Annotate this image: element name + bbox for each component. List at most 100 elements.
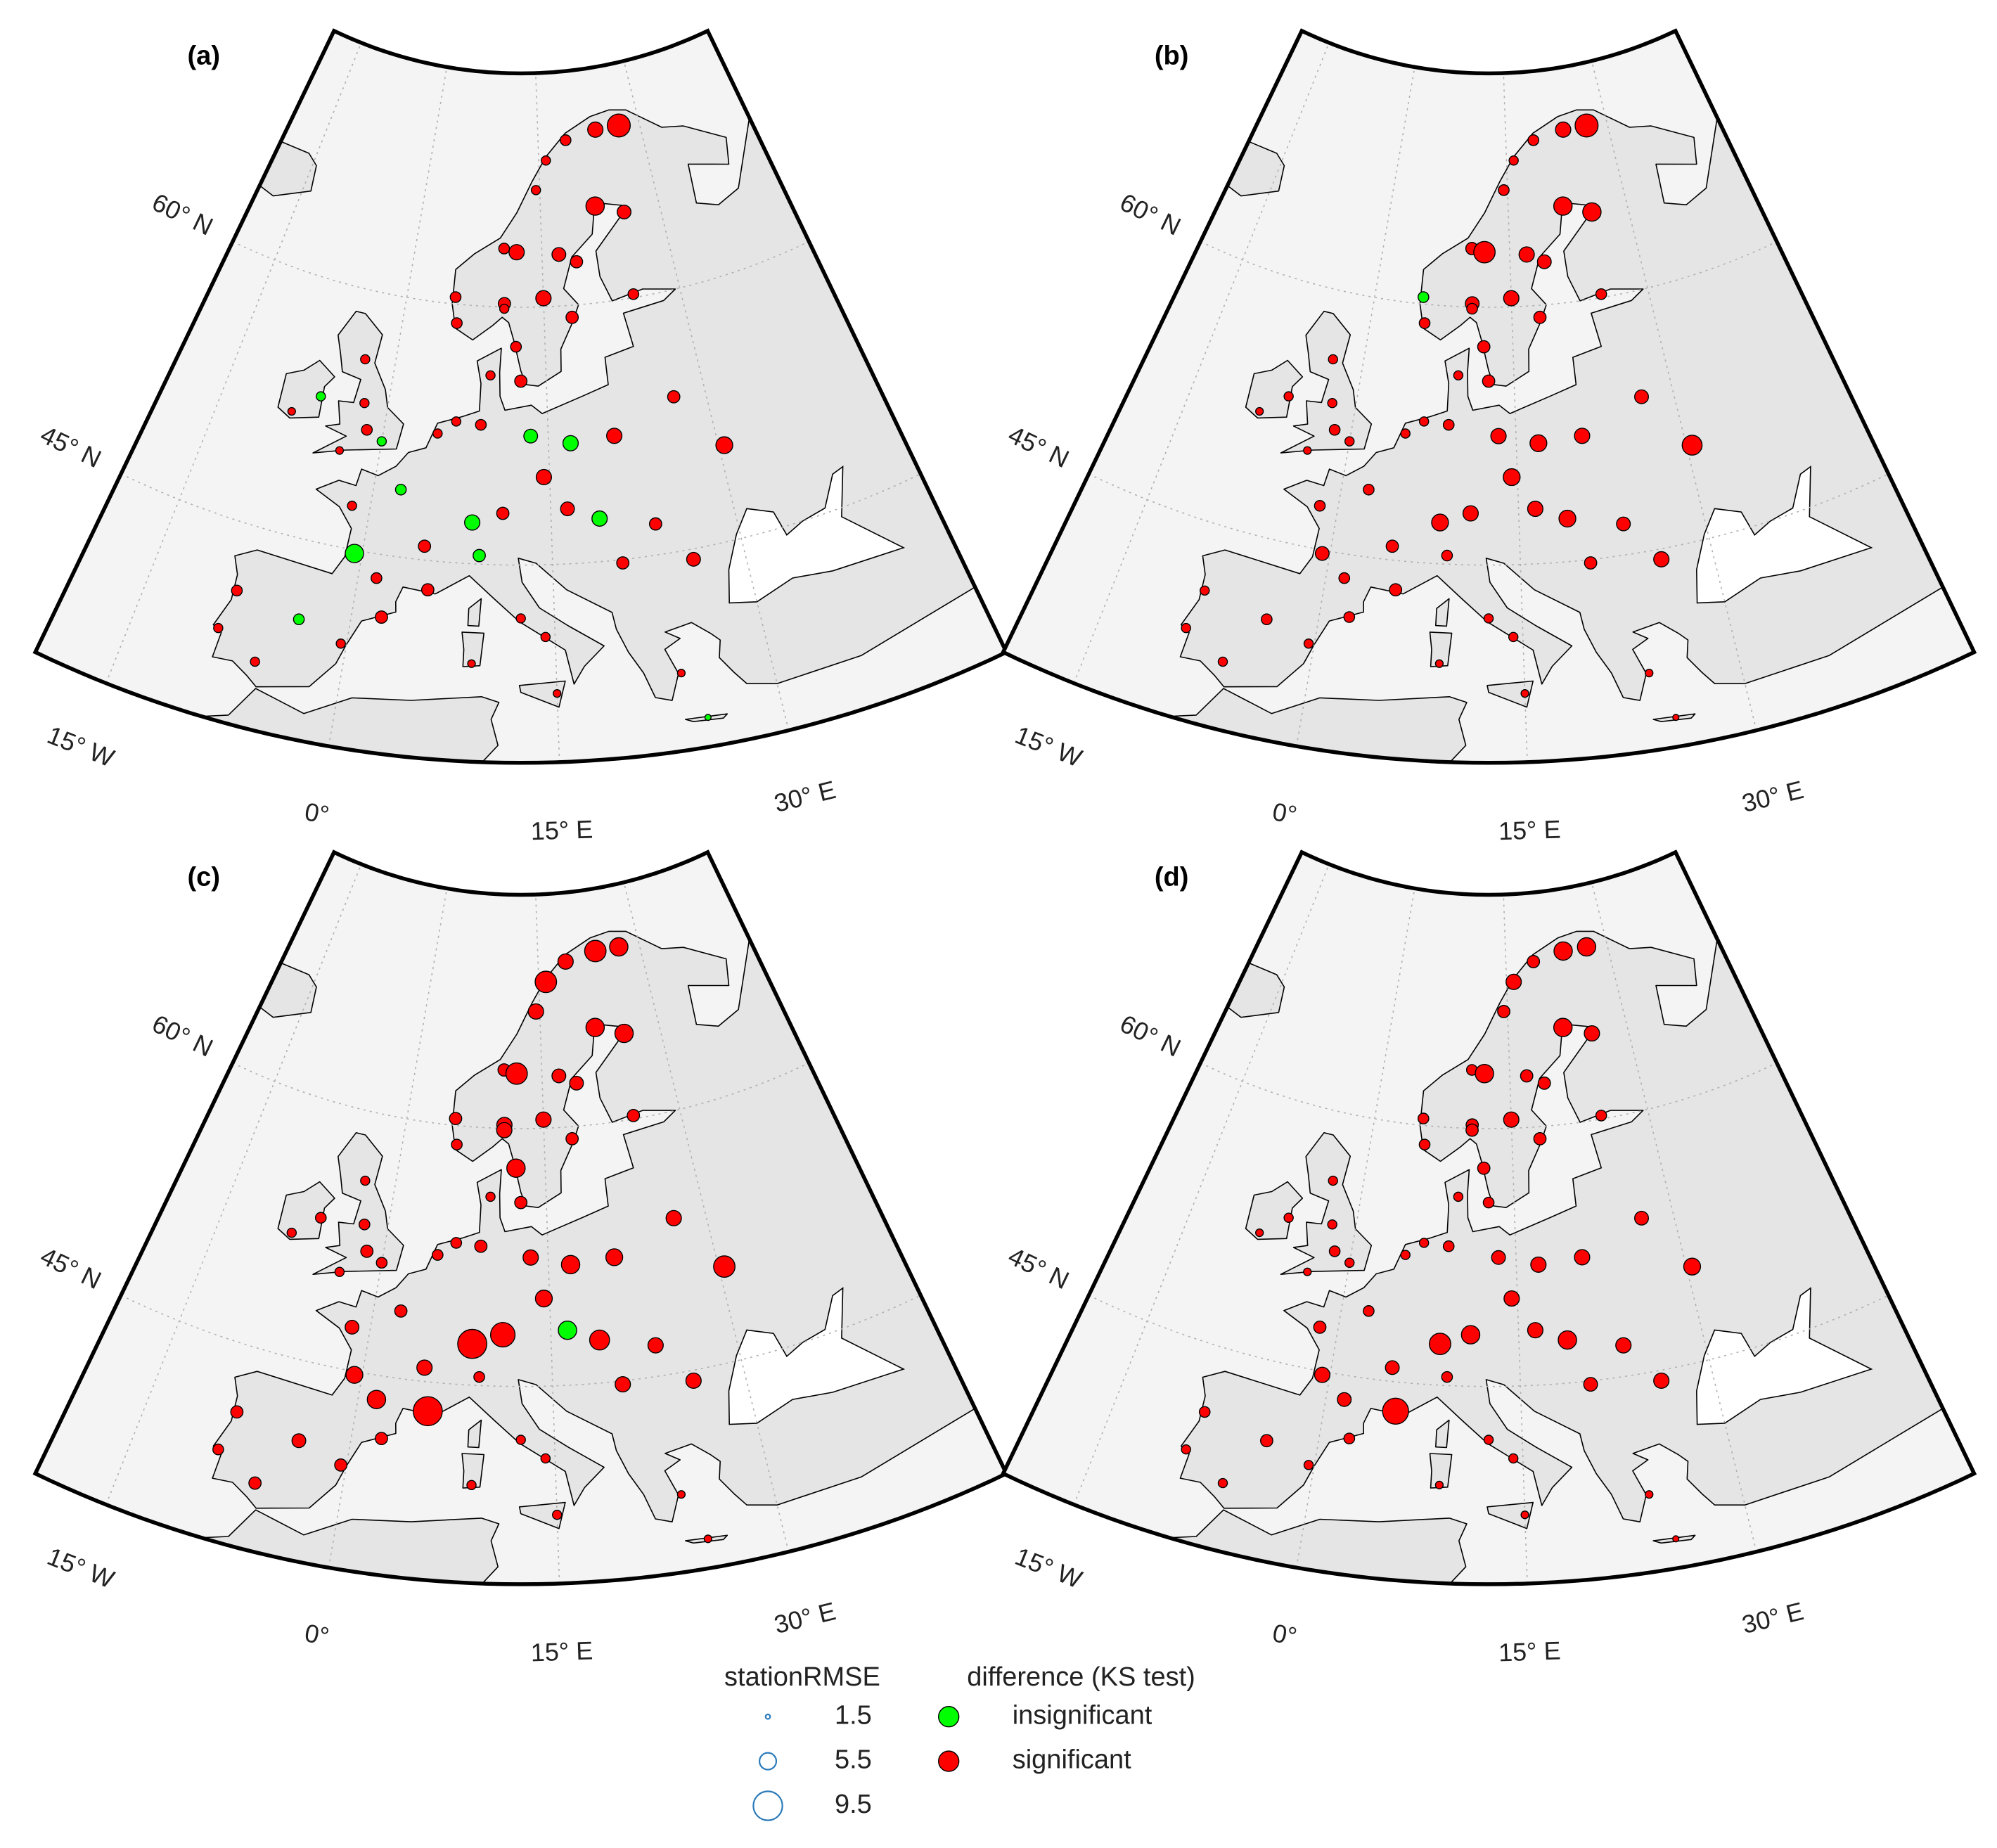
station [685,1372,702,1390]
longitude-label: 30° E [1739,1596,1806,1639]
station [1181,1444,1191,1455]
station [1645,1490,1654,1499]
station [1303,446,1312,455]
legend-size-label: 1.5 [835,1700,872,1730]
station [1553,1018,1573,1037]
meridian [1503,73,1528,762]
station [375,610,388,624]
station [565,1131,579,1146]
station [1583,1377,1598,1392]
land [1003,1509,1615,1584]
station [291,1433,307,1449]
legend-size-label: 5.5 [835,1745,872,1775]
station [1303,639,1314,649]
station [1537,1076,1551,1090]
land [1280,1132,1373,1275]
land [1245,1181,1304,1240]
longitude-label: 15° W [44,1541,119,1594]
station [1442,1240,1455,1252]
longitude-label: 30° E [771,1596,839,1639]
station [606,428,623,444]
station [1255,1228,1264,1238]
panel-label: (d) [1155,863,1189,892]
station [1328,354,1338,365]
station [1477,1161,1491,1175]
land [518,1501,566,1529]
station [1313,1320,1327,1334]
station [1344,436,1355,447]
legend-size-marker [764,1713,771,1720]
station [510,340,522,353]
station [432,428,443,439]
station [565,310,579,324]
station [1530,1256,1547,1273]
station [394,483,407,496]
station [1389,583,1403,597]
station [609,937,629,957]
station [1441,549,1453,562]
station [1518,246,1535,263]
station [1681,435,1703,456]
station [361,423,373,436]
meridian [1295,67,1415,747]
legend-class-label: significant [1013,1745,1131,1775]
longitude-label: 15° E [1498,1636,1561,1667]
station [1482,1196,1495,1209]
station [1503,1111,1520,1128]
station [1520,1069,1534,1083]
station [485,1191,496,1202]
station [562,435,579,451]
parallel [232,1062,809,1129]
station [1508,1453,1519,1464]
meridian [328,67,448,747]
inland-sea [1695,1287,1873,1425]
station [1577,937,1597,957]
longitude-label: 0° [1271,1618,1299,1650]
station [457,1328,487,1359]
station [1582,202,1602,222]
station [1462,505,1479,522]
station [418,539,432,553]
station [1385,1360,1400,1375]
station [1441,1371,1453,1383]
station [1672,1535,1680,1543]
meridian [623,882,790,1552]
meridian [535,894,560,1584]
station [1337,1392,1352,1407]
station [569,1075,584,1091]
meridian [535,73,560,762]
station [1475,1064,1494,1084]
station [1283,1212,1294,1223]
station [1503,468,1521,487]
station [1429,1333,1451,1356]
station [1466,302,1478,315]
legend-size-marker [758,1752,778,1771]
station [474,1239,488,1253]
panel-label: (c) [188,863,220,892]
station [1520,688,1529,698]
station [231,584,243,597]
land [1435,598,1450,627]
station [540,631,551,643]
station [508,244,525,261]
station [1200,585,1210,596]
longitude-label: 15° E [1498,814,1561,845]
meridian [1073,864,1330,1505]
station [1400,1250,1411,1260]
station [704,714,712,721]
station [347,501,357,511]
station [715,436,733,454]
station [515,613,526,624]
station [1529,434,1548,452]
station [1672,714,1680,721]
station [1261,613,1273,625]
station [1217,1477,1228,1489]
inland-sea [728,1287,906,1425]
land [518,680,566,708]
longitude-label: 0° [1271,797,1299,829]
station [467,659,476,668]
station [1382,1397,1409,1425]
station [335,639,346,649]
